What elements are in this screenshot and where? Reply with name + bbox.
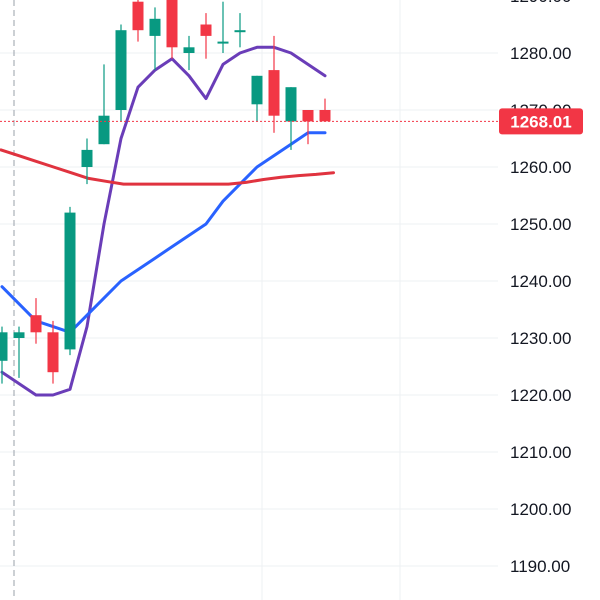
candle[interactable] bbox=[81, 138, 93, 185]
candle[interactable] bbox=[149, 7, 161, 71]
moving-averages bbox=[0, 45, 335, 397]
candle[interactable] bbox=[183, 35, 195, 71]
last-price-tag-background bbox=[499, 108, 583, 135]
candle[interactable] bbox=[319, 98, 331, 122]
candle-body-down bbox=[319, 110, 331, 122]
last-price-tag: 1268.01 bbox=[499, 108, 583, 135]
candle[interactable] bbox=[251, 75, 263, 122]
candle-body-up bbox=[251, 75, 263, 105]
y-tick-label: 1280.00 bbox=[510, 44, 571, 63]
slow-moving-average-line bbox=[0, 148, 335, 186]
candle-body-up bbox=[98, 115, 110, 145]
candle[interactable] bbox=[268, 35, 280, 133]
y-tick-label: 1250.00 bbox=[510, 215, 571, 234]
candle-body-up bbox=[234, 30, 246, 33]
y-tick-label: 1200.00 bbox=[510, 500, 571, 519]
candle[interactable] bbox=[234, 13, 246, 48]
mid-moving-average-line bbox=[0, 131, 327, 334]
last-price-tag-label: 1268.01 bbox=[510, 112, 571, 131]
candle-body-up bbox=[285, 87, 297, 122]
candle[interactable] bbox=[200, 13, 212, 59]
candle[interactable] bbox=[285, 87, 297, 150]
y-tick-label: 1230.00 bbox=[510, 329, 571, 348]
candle-body-down bbox=[268, 70, 280, 116]
candle[interactable] bbox=[115, 24, 127, 122]
y-tick-label: 1190.00 bbox=[510, 557, 570, 576]
candle-body-up bbox=[0, 332, 8, 361]
candle[interactable] bbox=[64, 206, 76, 356]
candle[interactable] bbox=[132, 0, 144, 42]
y-tick-label: 1220.00 bbox=[510, 386, 571, 405]
candle[interactable] bbox=[98, 64, 110, 145]
candle[interactable] bbox=[13, 326, 25, 378]
y-tick-label: 1290.00 bbox=[510, 0, 571, 6]
candle[interactable] bbox=[0, 326, 8, 384]
candle-body-down bbox=[132, 1, 144, 31]
candle-body-up bbox=[64, 212, 76, 350]
candle-body-up bbox=[13, 332, 25, 338]
y-tick-label: 1240.00 bbox=[510, 272, 571, 291]
y-tick-label: 1210.00 bbox=[510, 443, 571, 462]
candle[interactable] bbox=[217, 1, 229, 53]
candle[interactable] bbox=[30, 298, 42, 344]
candle-body-down bbox=[166, 0, 178, 48]
candle-body-down bbox=[200, 24, 212, 36]
candle-body-up bbox=[81, 149, 93, 167]
candle-body-down bbox=[47, 332, 59, 373]
fast-moving-average-line bbox=[0, 45, 327, 397]
candlesticks bbox=[0, 0, 331, 384]
y-tick-label: 1260.00 bbox=[510, 158, 571, 177]
candle[interactable] bbox=[302, 110, 314, 145]
candle[interactable] bbox=[166, 0, 178, 59]
candle-body-down bbox=[30, 315, 42, 333]
candle-body-up bbox=[149, 18, 161, 36]
candle-body-up bbox=[217, 41, 229, 44]
candle[interactable] bbox=[47, 320, 59, 384]
candle-body-down bbox=[302, 110, 314, 122]
candle-body-up bbox=[115, 30, 127, 111]
candle-body-up bbox=[183, 47, 195, 53]
